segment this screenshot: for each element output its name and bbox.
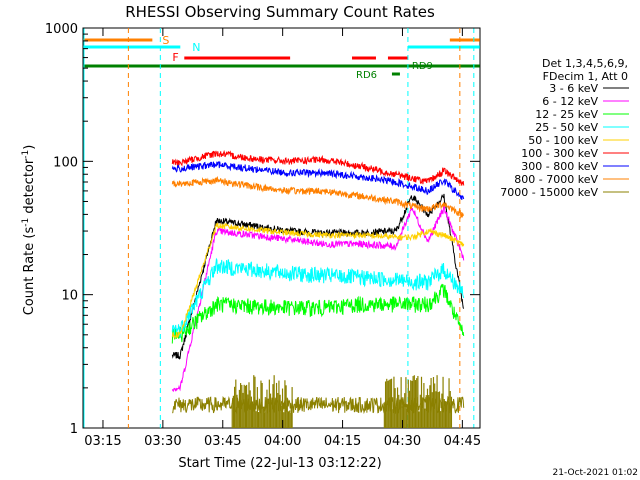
x-tick-label: 03:45 xyxy=(204,434,241,449)
ylabel-rest: detector xyxy=(22,158,37,218)
series-line-2 xyxy=(171,283,465,344)
legend-label: 7000 - 15000 keV xyxy=(500,186,598,199)
legend: Det 1,3,4,5,6,9,FDecim 1, Att 03 - 6 keV… xyxy=(500,57,629,199)
legend-header-line: FDecim 1, Att 0 xyxy=(543,70,628,83)
legend-label: 50 - 100 keV xyxy=(528,134,598,147)
legend-label: 3 - 6 keV xyxy=(549,82,598,95)
x-tick-label: 04:15 xyxy=(324,434,361,449)
series-layer xyxy=(171,149,465,428)
status-flags: S N F RD9 RD6 xyxy=(83,28,480,428)
series-line-yellow xyxy=(171,222,465,340)
x-tick-label: 04:00 xyxy=(264,434,301,449)
saa-flag-label: S xyxy=(162,34,169,47)
series-line-1 xyxy=(171,205,465,393)
series-line-6 xyxy=(171,160,465,200)
rd6-flag-label: RD6 xyxy=(356,70,377,81)
series-line-0 xyxy=(171,193,465,360)
footer-date: 21-Oct-2021 01:02 xyxy=(553,468,638,478)
legend-label: 800 - 7000 keV xyxy=(514,173,598,186)
ylabel-sup: -1 xyxy=(21,218,31,227)
x-tick-label: 03:30 xyxy=(144,434,181,449)
flare-flag-label: F xyxy=(172,51,178,64)
legend-label: 300 - 800 keV xyxy=(521,160,598,173)
legend-label: 6 - 12 keV xyxy=(542,95,598,108)
axes-layer: 03:15 03:30 03:45 04:00 04:15 04:30 04:45 1 10 10… xyxy=(45,22,481,449)
x-tick-label: 04:45 xyxy=(444,434,481,449)
series-line-5 xyxy=(171,149,465,186)
legend-label: 100 - 300 keV xyxy=(521,147,598,160)
y-tick-label: 1000 xyxy=(45,22,78,37)
ylabel-end: ) xyxy=(22,145,37,150)
ylabel-main: Count Rate (s xyxy=(22,227,37,316)
night-flag-label: N xyxy=(192,41,200,54)
chart-title: RHESSI Observing Summary Count Rates xyxy=(125,3,435,21)
legend-label: 25 - 50 keV xyxy=(535,121,598,134)
x-tick-label: 04:30 xyxy=(384,434,421,449)
y-tick-label: 100 xyxy=(53,155,78,170)
y-tick-label: 10 xyxy=(61,289,78,304)
x-axis-label: Start Time (22-Jul-13 03:12:22) xyxy=(178,456,381,471)
legend-label: 12 - 25 keV xyxy=(535,108,598,121)
series-line-3 xyxy=(171,257,465,339)
legend-header-line: Det 1,3,4,5,6,9, xyxy=(542,57,628,70)
rd9-flag-label: RD9 xyxy=(412,61,433,72)
x-tick-label: 03:15 xyxy=(84,434,121,449)
y-tick-label: 1 xyxy=(70,422,78,437)
y-axis-label: Count Rate (s-1 detector-1) xyxy=(21,145,37,316)
ylabel-sup2: -1 xyxy=(21,150,31,159)
series-line-7 xyxy=(171,175,465,220)
